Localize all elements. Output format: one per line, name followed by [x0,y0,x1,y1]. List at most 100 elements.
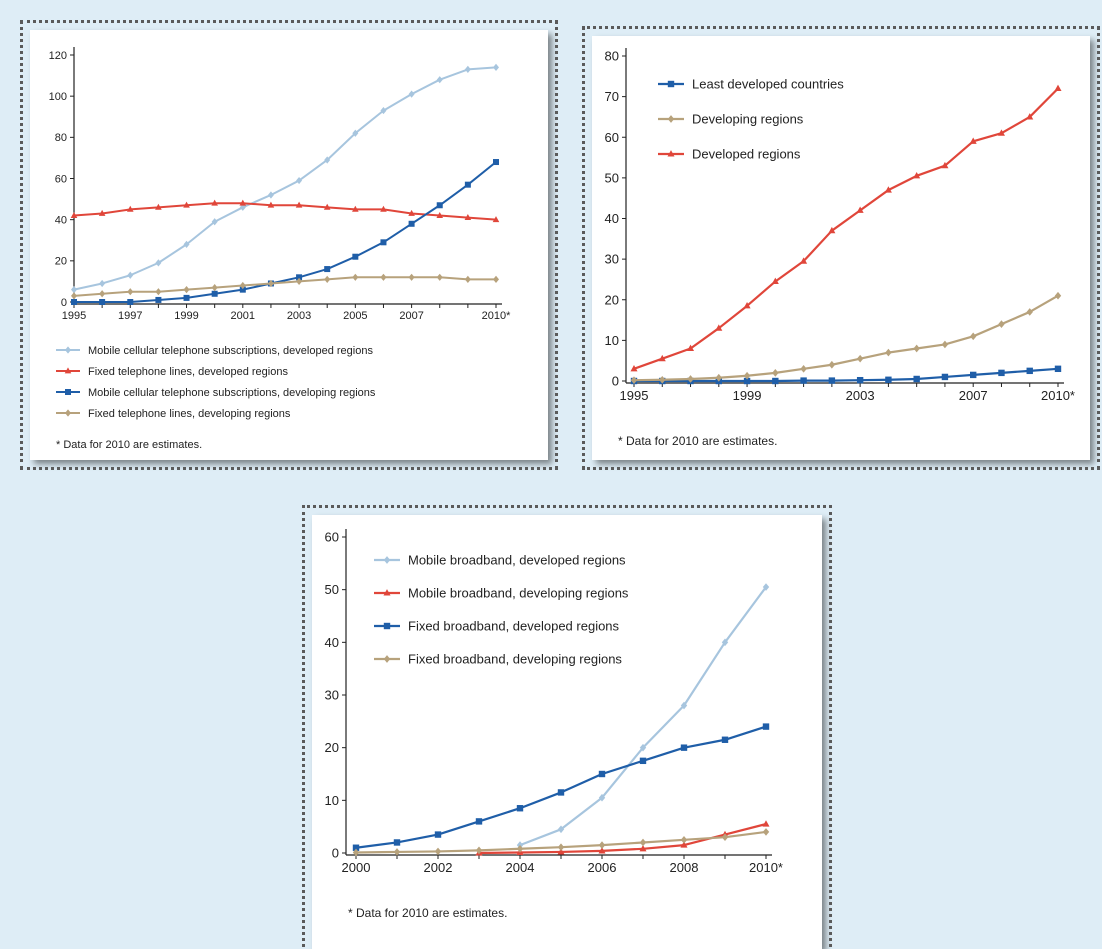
legend-marker [65,389,71,395]
data-point [557,825,565,834]
legend-marker [667,150,675,157]
legend-entry: Developed regions [692,147,801,162]
data-point [211,290,218,297]
data-point [493,275,499,283]
data-point [969,137,977,144]
data-point [516,805,524,812]
series-line [74,161,497,303]
y-tick-label: 60 [605,130,619,145]
data-point [436,202,443,209]
y-tick-label: 0 [332,846,339,861]
legend-marker [64,367,72,374]
chart-panel-broadband: 0 10 20 30 40 50 60 2000 2002 2004 2006 2008 2010* Mo… [302,505,832,949]
data-point [352,253,359,260]
x-tick-label: 2001 [231,310,255,322]
data-point [324,266,331,273]
data-point [464,65,471,74]
y-tick-label: 50 [605,170,619,185]
data-point [743,377,751,385]
legend-marker [667,80,675,88]
data-point [998,369,1005,377]
data-point [1054,291,1062,300]
legend-entry: Fixed telephone lines, developed regions [88,366,288,378]
data-point [970,332,977,341]
chart-internet: 0 10 20 30 40 50 60 70 80 1995 1999 2003 2007 2010* Le… [605,48,1075,448]
data-point [885,348,892,357]
data-point [856,376,864,384]
y-tick-label: 30 [325,688,339,703]
data-point [267,201,275,208]
data-point [436,76,443,84]
x-tick-label: 2007 [959,388,988,403]
data-point [380,273,387,281]
series-2 [70,199,500,223]
data-point [598,841,606,849]
data-point [1026,367,1033,375]
data-point [1026,113,1034,120]
data-point [436,211,444,218]
data-point [475,846,483,855]
data-point [856,206,864,213]
data-point [828,226,836,234]
x-tick-label: 2007 [399,310,423,322]
series-1 [516,583,770,849]
data-point [639,844,647,852]
chart-panel-internet: 0 10 20 30 40 50 60 70 80 1995 1999 2003 2007 2010* Le… [582,26,1100,470]
data-point [598,793,606,802]
data-point [380,205,387,212]
x-tick-label: 1995 [620,388,649,403]
data-point [772,377,779,385]
data-point [828,377,836,384]
data-point [687,344,695,352]
data-point [239,281,246,290]
data-point [183,240,190,248]
y-tick-label: 80 [605,49,619,64]
data-point [239,286,246,293]
x-tick-label: 2004 [506,860,535,875]
data-point [772,369,779,377]
y-tick-label: 120 [49,50,67,62]
legend-entry: Least developed countries [692,77,844,92]
legend-entry: Mobile broadband, developing regions [408,586,629,601]
y-tick-label: 20 [325,740,339,755]
y-tick-label: 10 [605,333,619,348]
y-tick-label: 60 [55,173,67,185]
x-tick-label: 1997 [118,310,142,322]
legend-marker [383,655,391,663]
data-point [630,364,638,372]
data-point [99,279,106,288]
legend-marker [65,346,71,354]
data-point [557,789,565,796]
data-point [557,843,565,852]
data-point [211,283,218,292]
legend-entry: Fixed telephone lines, developing region… [88,408,291,420]
data-point [267,279,274,288]
data-point [762,820,770,827]
legend-entry: Fixed broadband, developed regions [408,619,620,634]
data-point [71,286,77,294]
data-point [183,201,190,208]
y-tick-label: 80 [55,132,67,144]
data-point [127,271,134,279]
data-point [408,90,415,98]
legend-marker [667,115,675,123]
data-point [1026,308,1033,316]
data-point [913,344,920,353]
data-point [183,286,190,294]
data-point [800,377,807,384]
x-tick-label: 1995 [62,310,86,322]
data-point [941,373,949,381]
data-point [493,159,499,166]
data-point [408,273,415,281]
y-tick-label: 10 [325,793,339,808]
data-point [323,203,331,210]
data-point [680,835,688,844]
series-line [73,66,497,291]
y-tick-label: 30 [605,252,619,267]
x-tick-label: 2010* [1041,388,1075,403]
data-point [721,638,729,647]
data-point [155,288,162,296]
data-point [295,201,303,208]
data-point [71,299,77,305]
x-tick-label: 2000 [342,860,371,875]
